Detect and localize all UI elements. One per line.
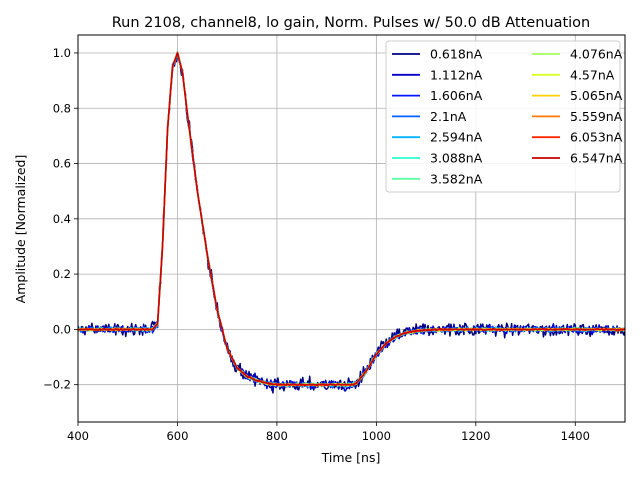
series-line bbox=[78, 52, 625, 387]
legend-entry: 1.606nA bbox=[430, 88, 483, 103]
legend-entry: 0.618nA bbox=[430, 47, 483, 62]
legend-entry: 6.053nA bbox=[570, 130, 623, 145]
x-tick-label: 1200 bbox=[461, 429, 490, 443]
y-tick-label: −0.2 bbox=[43, 378, 71, 392]
series-lines bbox=[78, 51, 625, 394]
x-axis: 400 600 800 1000 1200 1400 bbox=[67, 422, 590, 443]
legend-entry: 1.112nA bbox=[430, 67, 483, 82]
legend-entry: 3.582nA bbox=[430, 171, 483, 186]
legend-entry: 3.088nA bbox=[430, 151, 483, 166]
legend-box bbox=[385, 40, 621, 193]
legend: 0.618nA 1.112nA 1.606nA 2.1nA 2.594nA 3.088nA… bbox=[385, 40, 623, 193]
legend-entry: 6.547nA bbox=[570, 151, 623, 166]
y-tick-label: 0.0 bbox=[53, 322, 71, 336]
plot-frame bbox=[77, 34, 626, 423]
legend-entry: 5.065nA bbox=[570, 88, 623, 103]
legend-entry: 5.559nA bbox=[570, 109, 623, 124]
y-tick-label: 1.0 bbox=[53, 46, 71, 60]
y-tick-label: 0.6 bbox=[53, 157, 71, 171]
x-tick-label: 1400 bbox=[561, 429, 590, 443]
legend-entry: 2.594nA bbox=[430, 130, 483, 145]
legend-entry: 4.57nA bbox=[570, 67, 615, 82]
legend-entry: 4.076nA bbox=[570, 47, 623, 62]
x-tick-label: 800 bbox=[266, 429, 288, 443]
y-axis: −0.2 0.0 0.2 0.4 0.6 0.8 1.0 bbox=[43, 46, 78, 392]
x-axis-label: Time [ns] bbox=[321, 450, 381, 465]
x-tick-label: 1000 bbox=[362, 429, 391, 443]
x-tick-label: 400 bbox=[67, 429, 89, 443]
y-tick-label: 0.4 bbox=[53, 212, 71, 226]
x-tick-label: 600 bbox=[166, 429, 188, 443]
y-axis-label: Amplitude [Normalized] bbox=[13, 155, 28, 304]
legend-entry: 2.1nA bbox=[430, 109, 467, 124]
y-tick-label: 0.8 bbox=[53, 101, 71, 115]
chart-title: Run 2108, channel8, lo gain, Norm. Pulse… bbox=[112, 15, 591, 31]
y-tick-label: 0.2 bbox=[53, 267, 71, 281]
